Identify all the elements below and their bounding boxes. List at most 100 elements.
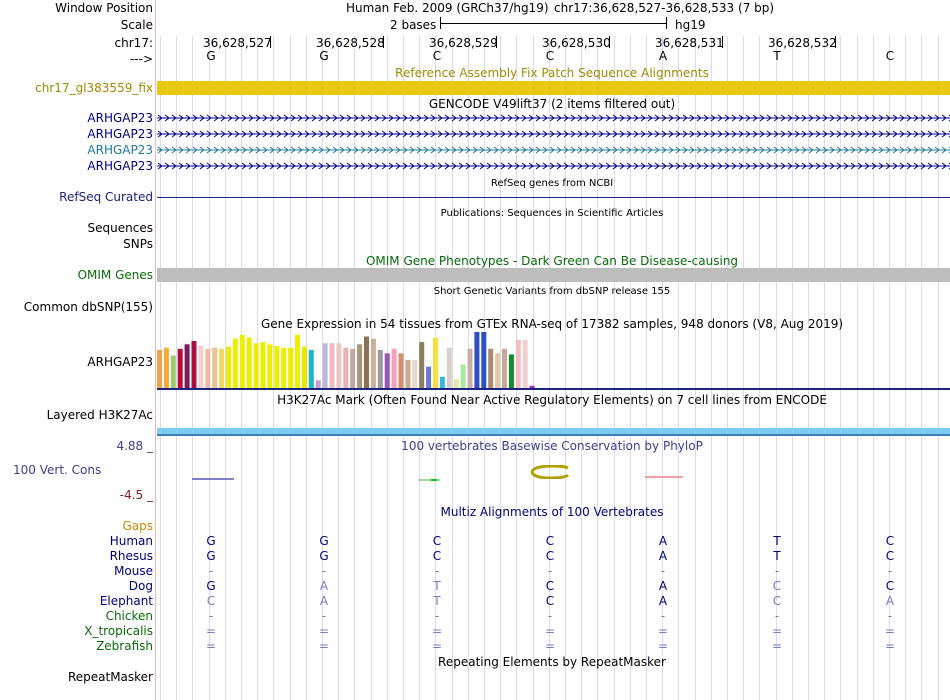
h3k27ac-label[interactable]: Layered H3K27Ac: [46, 408, 153, 422]
gtex-tissue-bar[interactable]: [433, 337, 438, 388]
gtex-tissue-bar[interactable]: [267, 344, 273, 388]
gtex-tissue-bar[interactable]: [198, 345, 204, 388]
gtex-tissue-bar[interactable]: [308, 349, 314, 388]
gtex-tissue-bar[interactable]: [253, 343, 259, 388]
gtex-tissue-bar[interactable]: [502, 348, 507, 388]
gtex-tissue-bar[interactable]: [474, 332, 480, 388]
gtex-tissue-bar[interactable]: [529, 385, 535, 388]
publications-snps-label[interactable]: SNPs: [123, 237, 153, 251]
gtex-tissue-bar[interactable]: [260, 342, 266, 388]
gencode-item-2-label[interactable]: ARHGAP23: [87, 127, 153, 141]
gtex-tissue-bar[interactable]: [453, 379, 459, 388]
gtex-tissue-bar[interactable]: [398, 353, 404, 388]
gtex-tissue-bar[interactable]: [288, 347, 294, 388]
gtex-tissue-bar[interactable]: [439, 376, 445, 388]
fix-patch-bar[interactable]: [157, 81, 950, 95]
multiz-gaps-label[interactable]: Gaps: [122, 519, 153, 533]
gencode-item-1-label[interactable]: ARHGAP23: [87, 111, 153, 125]
gtex-tissue-bar[interactable]: [281, 347, 287, 388]
gtex-tissue-bar[interactable]: [191, 341, 197, 388]
publications-sequences-label[interactable]: Sequences: [87, 221, 153, 235]
multiz-species-label[interactable]: Rhesus: [109, 549, 153, 563]
gencode-transcript-1[interactable]: [157, 112, 950, 124]
gtex-tissue-bar[interactable]: [274, 346, 280, 388]
multiz-species-label[interactable]: Elephant: [99, 594, 153, 608]
gtex-tissue-bar[interactable]: [246, 337, 252, 388]
gtex-bar-chart[interactable]: [157, 330, 537, 388]
multiz-base: A: [658, 534, 668, 548]
gtex-tissue-bar[interactable]: [157, 349, 162, 388]
gtex-tissue-bar[interactable]: [419, 342, 425, 388]
refseq-label[interactable]: RefSeq Curated: [59, 190, 153, 204]
strand-label[interactable]: --->: [129, 52, 153, 66]
multiz-species-label[interactable]: Chicken: [105, 609, 153, 623]
gridline: [581, 36, 583, 700]
gridline: [840, 36, 842, 700]
gtex-tissue-bar[interactable]: [508, 354, 514, 388]
publications-title: Publications: Sequences in Scientific Ar…: [440, 208, 664, 219]
gridline: [500, 36, 502, 700]
gencode-transcript-2[interactable]: [157, 128, 950, 140]
multiz-species-label[interactable]: X_tropicalis: [84, 624, 153, 638]
omim-bar[interactable]: [157, 268, 950, 282]
phylop-signal-2[interactable]: [418, 479, 440, 481]
gtex-tissue-bar[interactable]: [177, 348, 183, 388]
gtex-tissue-bar[interactable]: [412, 360, 418, 388]
gtex-tissue-bar[interactable]: [522, 339, 528, 388]
gtex-tissue-bar[interactable]: [163, 347, 169, 388]
gtex-tissue-bar[interactable]: [467, 348, 473, 388]
scale-bar-right: [666, 17, 667, 29]
gtex-tissue-bar[interactable]: [184, 344, 190, 388]
gtex-tissue-bar[interactable]: [336, 343, 342, 388]
phylop-signal-2-peak[interactable]: [431, 479, 437, 481]
gtex-tissue-bar[interactable]: [357, 344, 363, 388]
gtex-tissue-bar[interactable]: [495, 353, 501, 388]
refseq-gene-line[interactable]: [157, 197, 950, 198]
gtex-tissue-bar[interactable]: [426, 366, 432, 388]
gtex-tissue-bar[interactable]: [295, 334, 300, 388]
multiz-species-label[interactable]: Zebrafish: [96, 639, 153, 653]
h3k27ac-signal[interactable]: [157, 428, 950, 434]
phylop-signal-3[interactable]: [645, 476, 683, 478]
gtex-tissue-bar[interactable]: [377, 349, 383, 388]
gencode-transcript-4[interactable]: [157, 160, 950, 172]
gtex-tissue-bar[interactable]: [322, 343, 328, 388]
phylop-label[interactable]: 100 Vert. Cons: [13, 463, 102, 477]
repeatmasker-label[interactable]: RepeatMasker: [67, 670, 153, 684]
fix-patch-label[interactable]: chr17_gl383559_fix: [35, 81, 153, 95]
multiz-species-label[interactable]: Mouse: [114, 564, 153, 578]
gtex-tissue-bar[interactable]: [212, 347, 218, 388]
gencode-item-4-label[interactable]: ARHGAP23: [87, 159, 153, 173]
gtex-tissue-bar[interactable]: [446, 347, 452, 388]
dbsnp-label[interactable]: Common dbSNP(155): [23, 300, 153, 314]
phylop-signal-1[interactable]: [192, 478, 234, 480]
gtex-bars-svg[interactable]: [157, 330, 537, 388]
gtex-tissue-bar[interactable]: [329, 343, 335, 388]
gtex-tissue-bar[interactable]: [239, 334, 245, 388]
gencode-item-3-label[interactable]: ARHGAP23: [87, 143, 153, 157]
gtex-tissue-bar[interactable]: [301, 346, 307, 388]
omim-label[interactable]: OMIM Genes: [77, 268, 153, 282]
multiz-species-label[interactable]: Dog: [128, 579, 153, 593]
gtex-tissue-bar[interactable]: [170, 355, 176, 389]
gencode-transcript-3[interactable]: [157, 144, 950, 156]
gtex-tissue-bar[interactable]: [488, 348, 494, 388]
gtex-tissue-bar[interactable]: [460, 364, 466, 389]
gtex-tissue-bar[interactable]: [364, 336, 369, 389]
gtex-tissue-bar[interactable]: [226, 346, 231, 388]
gtex-tissue-bar[interactable]: [391, 348, 397, 388]
gtex-tissue-bar[interactable]: [481, 332, 487, 388]
gtex-tissue-bar[interactable]: [515, 339, 521, 388]
gtex-label[interactable]: ARHGAP23: [87, 355, 153, 369]
gtex-tissue-bar[interactable]: [232, 338, 238, 388]
gtex-tissue-bar[interactable]: [219, 348, 225, 388]
multiz-species-label[interactable]: Human: [109, 534, 153, 548]
gtex-tissue-bar[interactable]: [350, 348, 356, 388]
gtex-tissue-bar[interactable]: [343, 347, 349, 388]
gtex-tissue-bar[interactable]: [205, 348, 211, 388]
gtex-tissue-bar[interactable]: [370, 338, 376, 388]
gtex-tissue-bar[interactable]: [315, 380, 321, 388]
gtex-tissue-bar[interactable]: [405, 360, 411, 388]
gtex-tissue-bar[interactable]: [384, 353, 390, 388]
